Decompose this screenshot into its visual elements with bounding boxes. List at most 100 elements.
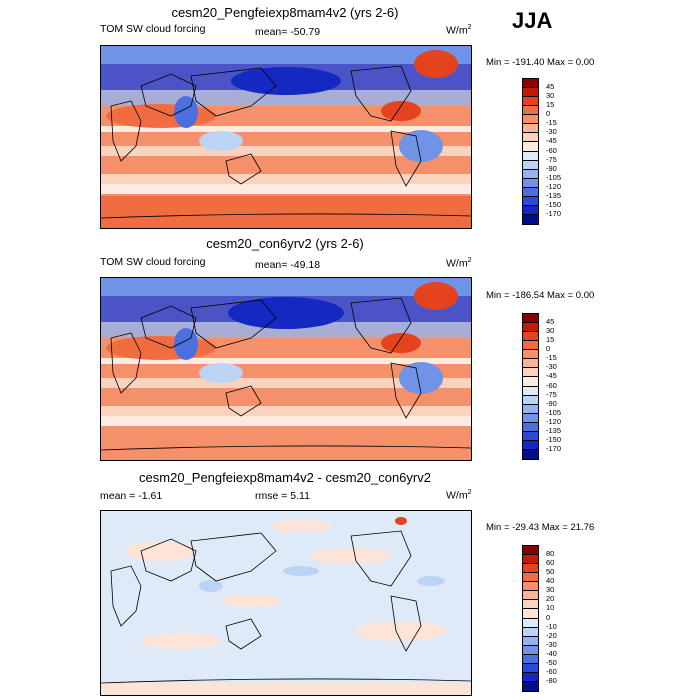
colorbar-box [523, 431, 538, 441]
colorbar-tick-label: 0 [546, 344, 551, 354]
colorbar-box [523, 555, 538, 565]
colorbar-tick-label: -45 [546, 371, 557, 381]
colorbar-tick-label: 10 [546, 603, 555, 613]
colorbar-box [523, 672, 538, 682]
panel-3-map-field [101, 511, 471, 695]
panel-2-title: cesm20_con6yrv2 (yrs 2-6) [206, 236, 364, 251]
colorbar-tick-label: -150 [546, 199, 562, 209]
colorbar-tick-label: 20 [546, 594, 555, 604]
colorbar-tick-label: -90 [546, 398, 557, 408]
colorbar-tick-label: 15 [546, 335, 555, 345]
colorbar-box [523, 591, 538, 601]
colorbar-tick-label: -135 [546, 190, 562, 200]
colorbar-box [523, 654, 538, 664]
colorbar-tick-label: -40 [546, 648, 557, 658]
colorbar-tick-label: -20 [546, 630, 557, 640]
colorbar-box [523, 214, 538, 224]
colorbar-box [523, 377, 538, 387]
colorbar-tick-label: -45 [546, 136, 557, 146]
panel-2-colorbar-labels: 45 30 15 0 -15 -30 -45 -60 -75 -90 -105 -120 -135 -15… [546, 313, 586, 460]
panel-3-colorbar-labels: 80 60 50 40 30 20 10 0 -10 -20 -30 -40 -50 -60 -80 [546, 545, 586, 692]
colorbar-box [523, 681, 538, 691]
panel-1-colorbar-labels: 45 30 15 0 -15 -30 -45 -60 -75 -90 -105 -120 -135 -15… [546, 78, 586, 225]
panel-2-mean: mean= -49.18 [255, 259, 321, 271]
colorbar-box [523, 582, 538, 592]
colorbar-tick-label: 30 [546, 585, 555, 595]
panel-3-units: W/m2 [446, 489, 472, 502]
colorbar-box [523, 205, 538, 215]
panel-3-map [100, 510, 472, 696]
panel-3-mean: mean = -1.61 [100, 490, 163, 502]
colorbar-box [523, 368, 538, 378]
panel-2-minmax: Min = -186.54 Max = 0.00 [486, 290, 595, 301]
colorbar-tick-label: -90 [546, 163, 557, 173]
panel-1-map-field [101, 46, 471, 228]
colorbar-tick-label: -150 [546, 434, 562, 444]
colorbar-box [523, 106, 538, 116]
colorbar-tick-label: -30 [546, 127, 557, 137]
colorbar-tick-label: -75 [546, 154, 557, 164]
panel-2-map [100, 277, 472, 461]
colorbar-box [523, 440, 538, 450]
colorbar-box [523, 546, 538, 556]
colorbar-tick-label: 80 [546, 549, 555, 559]
colorbar-box [523, 115, 538, 125]
colorbar-tick-label: 60 [546, 558, 555, 568]
panel-1-field-label: TOM SW cloud forcing [100, 23, 206, 35]
colorbar-tick-label: 30 [546, 326, 555, 336]
colorbar-box [523, 573, 538, 583]
panel-2-colorbar [522, 313, 539, 460]
colorbar-box [523, 636, 538, 646]
colorbar-box [523, 449, 538, 459]
colorbar-box [523, 97, 538, 107]
panel-3-title: cesm20_Pengfeiexp8mam4v2 - cesm20_con6yr… [139, 470, 431, 485]
colorbar-box [523, 332, 538, 342]
colorbar-box [523, 395, 538, 405]
colorbar-tick-label: -135 [546, 425, 562, 435]
panel-1-colorbar [522, 78, 539, 225]
colorbar-box [523, 600, 538, 610]
panel-2-field-label: TOM SW cloud forcing [100, 256, 206, 268]
colorbar-box [523, 359, 538, 369]
colorbar-tick-label: -170 [546, 208, 562, 218]
colorbar-tick-label: 15 [546, 100, 555, 110]
panel-1-title: cesm20_Pengfeiexp8mam4v2 (yrs 2-6) [171, 5, 399, 20]
panel-3-colorbar [522, 545, 539, 692]
colorbar-box [523, 142, 538, 152]
colorbar-box [523, 663, 538, 673]
colorbar-box [523, 196, 538, 206]
colorbar-tick-label: 50 [546, 567, 555, 577]
colorbar-box [523, 160, 538, 170]
colorbar-box [523, 178, 538, 188]
colorbar-tick-label: -105 [546, 407, 562, 417]
colorbar-tick-label: -15 [546, 353, 557, 363]
colorbar-box [523, 169, 538, 179]
colorbar-tick-label: -30 [546, 362, 557, 372]
colorbar-tick-label: -120 [546, 181, 562, 191]
colorbar-box [523, 609, 538, 619]
colorbar-box [523, 422, 538, 432]
colorbar-tick-label: 0 [546, 612, 551, 622]
colorbar-box [523, 350, 538, 360]
panel-1-mean: mean= -50.79 [255, 26, 321, 38]
colorbar-box [523, 404, 538, 414]
colorbar-box [523, 151, 538, 161]
panel-3-rmse: rmse = 5.11 [255, 490, 310, 502]
panel-2-units: W/m2 [446, 257, 472, 270]
colorbar-tick-label: -10 [546, 621, 557, 631]
colorbar-tick-label: 30 [546, 91, 555, 101]
colorbar-tick-label: -60 [546, 666, 557, 676]
colorbar-box [523, 386, 538, 396]
colorbar-box [523, 314, 538, 324]
colorbar-tick-label: -170 [546, 443, 562, 453]
panel-2-map-field [101, 278, 471, 460]
colorbar-box [523, 564, 538, 574]
colorbar-tick-label: 45 [546, 82, 555, 92]
colorbar-box [523, 618, 538, 628]
colorbar-tick-label: -30 [546, 639, 557, 649]
colorbar-box [523, 645, 538, 655]
panel-3-minmax: Min = -29.43 Max = 21.76 [486, 522, 595, 533]
colorbar-tick-label: -80 [546, 675, 557, 685]
colorbar-tick-label: 0 [546, 109, 551, 119]
colorbar-box [523, 323, 538, 333]
